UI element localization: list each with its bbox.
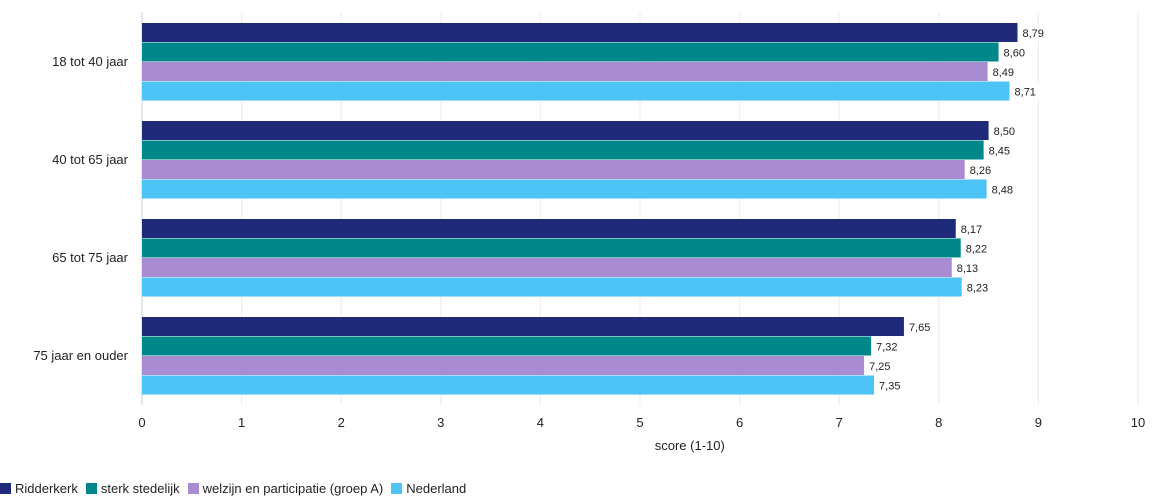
data-label-bg — [1019, 25, 1050, 41]
data-label-bg — [957, 221, 988, 237]
data-label-bg — [905, 319, 936, 335]
data-label: 8,71 — [1015, 87, 1036, 99]
legend-swatch — [85, 483, 97, 494]
chart-svg: 18 tot 40 jaar 8,79 8,60 8,498,71 40 tot 65 … — [33, 12, 1145, 453]
category-label: 40 tot 65 jaar — [52, 152, 129, 167]
bar — [142, 81, 1010, 101]
x-tick-label: 4 — [537, 415, 544, 430]
x-tick-label: 9 — [1035, 415, 1042, 430]
data-label-bg — [988, 181, 1019, 197]
x-tick-label: 3 — [437, 415, 444, 430]
bar — [142, 121, 989, 140]
legend-swatch — [187, 483, 199, 494]
data-label-bg — [962, 240, 993, 256]
x-tick-label: 2 — [338, 415, 345, 430]
legend-item[interactable]: welzijn en participatie (groep A) — [187, 481, 384, 496]
bar — [142, 160, 965, 179]
bar — [142, 317, 904, 336]
data-label: 8,45 — [989, 146, 1010, 158]
bar — [142, 23, 1018, 42]
data-label: 7,25 — [869, 361, 890, 373]
x-tick-label: 10 — [1131, 415, 1145, 430]
data-label-bg — [873, 338, 904, 354]
x-tick-label: 8 — [935, 415, 942, 430]
data-label: 8,26 — [970, 165, 991, 177]
bar — [142, 179, 987, 199]
legend-label: Nederland — [406, 481, 467, 496]
bar — [142, 62, 988, 81]
x-tick-label: 7 — [836, 415, 843, 430]
legend-label: welzijn en participatie (groep A) — [202, 481, 384, 496]
data-label-bg — [1000, 44, 1031, 60]
data-label-bg — [876, 377, 907, 393]
category-label: 65 tot 75 jaar — [52, 250, 129, 265]
data-label-bg — [966, 162, 997, 178]
legend-item[interactable]: Nederland — [391, 481, 466, 496]
bar — [142, 356, 865, 375]
bar — [142, 336, 872, 356]
category-label: 18 tot 40 jaar — [52, 54, 129, 69]
bar — [142, 375, 875, 395]
data-label: 7,35 — [879, 381, 900, 393]
data-label: 8,60 — [1004, 48, 1025, 60]
legend-item[interactable]: sterk stedelijk — [85, 481, 180, 496]
legend: Ridderkerk sterk stedelijk welzijn en part… — [0, 481, 474, 496]
data-label-bg — [963, 279, 994, 295]
x-axis-title: score (1-10) — [655, 438, 725, 453]
bar — [142, 277, 962, 297]
legend-label: sterk stedelijk — [100, 481, 180, 496]
data-label: 8,17 — [961, 224, 982, 236]
data-label-bg — [989, 64, 1020, 80]
data-label-bg — [1011, 83, 1042, 99]
x-tick-label: 0 — [138, 415, 145, 430]
legend-label: Ridderkerk — [15, 481, 78, 496]
x-tick-label: 5 — [636, 415, 643, 430]
bar — [142, 238, 961, 258]
legend-swatch — [391, 483, 403, 494]
data-label: 8,22 — [966, 244, 987, 256]
bar — [142, 42, 999, 62]
legend-swatch — [0, 483, 11, 494]
data-label: 8,13 — [957, 263, 978, 275]
data-label: 7,32 — [876, 342, 897, 354]
bar — [142, 258, 952, 277]
data-label-bg — [953, 260, 984, 276]
x-tick-label: 6 — [736, 415, 743, 430]
data-label: 8,79 — [1022, 28, 1043, 40]
data-label: 8,48 — [992, 185, 1013, 197]
category-label: 75 jaar en ouder — [33, 348, 128, 363]
data-label: 8,50 — [994, 126, 1015, 138]
bar — [142, 140, 984, 160]
data-label-bg — [866, 358, 897, 374]
x-tick-label: 1 — [238, 415, 245, 430]
data-label-bg — [990, 123, 1021, 139]
data-label: 8,23 — [967, 283, 988, 295]
legend-item[interactable]: Ridderkerk — [0, 481, 78, 496]
data-label: 8,49 — [993, 67, 1014, 79]
data-label-bg — [985, 142, 1016, 158]
bar — [142, 219, 956, 238]
data-label: 7,65 — [909, 322, 930, 334]
